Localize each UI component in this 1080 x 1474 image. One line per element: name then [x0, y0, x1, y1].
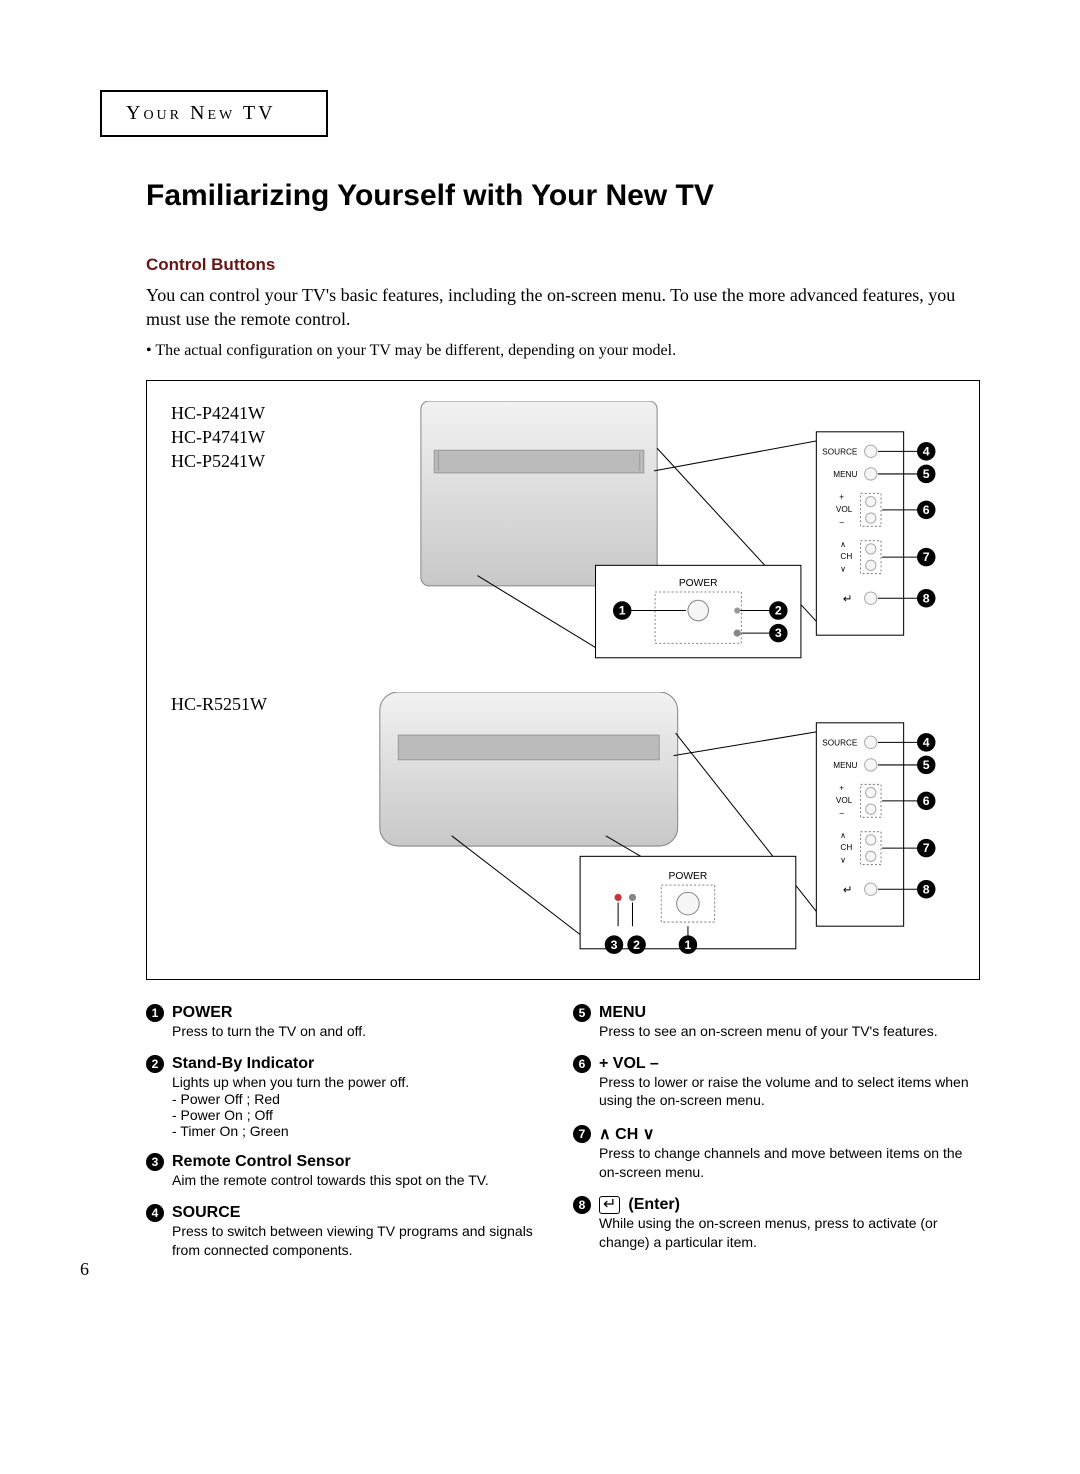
legend-item: 4 SOURCE Press to switch between viewing …	[146, 1204, 553, 1260]
page-title: Familiarizing Yourself with Your New TV	[146, 179, 980, 213]
svg-text:8: 8	[923, 591, 930, 605]
legend-desc: Aim the remote control towards this spot…	[172, 1171, 553, 1190]
enter-icon: ↵	[599, 1196, 620, 1214]
svg-text:POWER: POWER	[679, 577, 718, 588]
svg-text:7: 7	[923, 841, 930, 855]
legend-item: 1 POWER Press to turn the TV on and off.	[146, 1004, 553, 1041]
svg-text:SOURCE: SOURCE	[822, 738, 858, 747]
legend-number: 3	[146, 1153, 164, 1171]
legend-item: 7 ∧ CH ∨ Press to change channels and mov…	[573, 1124, 980, 1182]
model-label: HC-P4241W	[171, 401, 331, 425]
legend-item: 5 MENU Press to see an on-screen menu of …	[573, 1004, 980, 1041]
svg-text:+: +	[839, 492, 844, 501]
legend-sub: - Power On ; Off	[172, 1107, 553, 1123]
tv-diagram-1: POWER 1 2 3	[349, 401, 955, 668]
legend-title: SOURCE	[172, 1204, 240, 1222]
svg-text:8: 8	[923, 882, 930, 896]
legend-title: + VOL –	[599, 1055, 659, 1073]
svg-text:VOL: VOL	[836, 796, 853, 805]
legend-item: 3 Remote Control Sensor Aim the remote co…	[146, 1153, 553, 1190]
legend-item: 2 Stand-By Indicator Lights up when you t…	[146, 1055, 553, 1140]
svg-text:VOL: VOL	[836, 505, 853, 514]
svg-text:6: 6	[923, 794, 930, 808]
legend-col-left: 1POWER Press to turn the TV on and off. …	[146, 1004, 553, 1274]
svg-text:1: 1	[685, 937, 692, 951]
svg-text:5: 5	[923, 758, 930, 772]
legend-title: (Enter)	[628, 1196, 680, 1214]
svg-text:SOURCE: SOURCE	[822, 447, 858, 456]
legend-number: 6	[573, 1055, 591, 1073]
svg-text:MENU: MENU	[833, 761, 857, 770]
legend-number: 4	[146, 1204, 164, 1222]
legend-desc: Press to switch between viewing TV progr…	[172, 1222, 553, 1260]
svg-text:2: 2	[633, 937, 640, 951]
svg-text:MENU: MENU	[833, 470, 857, 479]
legend-title: Remote Control Sensor	[172, 1153, 351, 1171]
legend-desc: Lights up when you turn the power off.	[172, 1073, 553, 1092]
svg-text:3: 3	[775, 626, 782, 640]
svg-text:4: 4	[923, 735, 930, 749]
svg-text:∧: ∧	[840, 830, 846, 839]
svg-text:1: 1	[619, 603, 626, 617]
page-number: 6	[80, 1259, 89, 1280]
legend-number: 7	[573, 1125, 591, 1143]
section-header: Your New TV	[100, 90, 328, 137]
legend-desc: Press to change channels and move betwee…	[599, 1144, 980, 1182]
legend-desc: Press to see an on-screen menu of your T…	[599, 1022, 980, 1041]
legend-item: 6 + VOL – Press to lower or raise the vol…	[573, 1055, 980, 1111]
legend-desc: Press to turn the TV on and off.	[172, 1022, 553, 1041]
svg-text:6: 6	[923, 503, 930, 517]
svg-text:5: 5	[923, 467, 930, 481]
model-label: HC-P5241W	[171, 449, 331, 473]
legend-title: POWER	[172, 1004, 232, 1022]
svg-text:POWER: POWER	[669, 871, 708, 882]
svg-text:↵: ↵	[843, 593, 852, 605]
svg-text:–: –	[840, 808, 845, 817]
model-list-1: HC-P4241W HC-P4741W HC-P5241W	[171, 401, 331, 474]
tv-diagram-2: POWER 3 2 1	[349, 692, 955, 959]
svg-text:∨: ∨	[840, 564, 846, 573]
legend-title: MENU	[599, 1004, 646, 1022]
intro-text: You can control your TV's basic features…	[146, 283, 980, 332]
svg-text:2: 2	[775, 603, 782, 617]
legend-sub: - Power Off ; Red	[172, 1091, 553, 1107]
legend-number: 2	[146, 1055, 164, 1073]
svg-text:–: –	[840, 517, 845, 526]
legend-number: 5	[573, 1004, 591, 1022]
svg-text:CH: CH	[840, 552, 852, 561]
legend-item: 8 ↵ (Enter) While using the on-screen menu…	[573, 1196, 980, 1252]
svg-text:3: 3	[611, 937, 618, 951]
legend: 1POWER Press to turn the TV on and off. …	[146, 1004, 980, 1274]
model-label: HC-P4741W	[171, 425, 331, 449]
model-label: HC-R5251W	[171, 692, 331, 716]
svg-text:CH: CH	[840, 843, 852, 852]
diagram-container: HC-P4241W HC-P4741W HC-P5241W	[146, 380, 980, 980]
legend-number: 1	[146, 1004, 164, 1022]
legend-number: 8	[573, 1196, 591, 1214]
subtitle: Control Buttons	[146, 255, 980, 275]
legend-title: ∧ CH ∨	[599, 1124, 654, 1144]
svg-text:∧: ∧	[840, 539, 846, 548]
legend-desc: While using the on-screen menus, press t…	[599, 1214, 980, 1252]
legend-sub: - Timer On ; Green	[172, 1123, 553, 1139]
legend-title: Stand-By Indicator	[172, 1055, 314, 1073]
legend-col-right: 5 MENU Press to see an on-screen menu of …	[573, 1004, 980, 1274]
legend-desc: Press to lower or raise the volume and t…	[599, 1073, 980, 1111]
svg-text:∨: ∨	[840, 855, 846, 864]
svg-text:4: 4	[923, 444, 930, 458]
model-list-2: HC-R5251W	[171, 692, 331, 716]
svg-text:↵: ↵	[843, 884, 852, 896]
svg-text:+: +	[839, 783, 844, 792]
svg-text:7: 7	[923, 550, 930, 564]
note-text: • The actual configuration on your TV ma…	[146, 342, 980, 360]
